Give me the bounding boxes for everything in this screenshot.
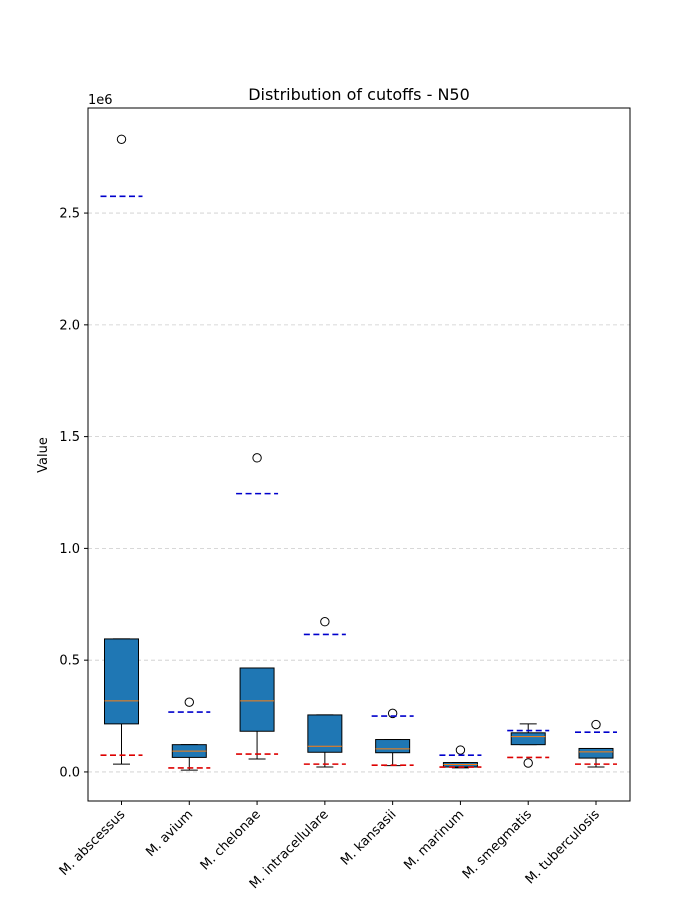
iqr-box — [510, 732, 546, 746]
iqr-box — [239, 667, 275, 732]
box-group — [439, 745, 482, 769]
plot-data — [100, 134, 617, 771]
outlier-point — [591, 719, 601, 730]
y-tick-label: 1.5 — [59, 430, 80, 445]
outlier-point — [523, 758, 533, 768]
iqr-box — [578, 747, 614, 759]
outlier-point — [116, 134, 127, 144]
outlier-point — [387, 708, 398, 719]
box-group — [575, 719, 617, 768]
outlier-point — [455, 745, 466, 755]
y-tick-label: 0.5 — [59, 654, 80, 669]
y-tick-label: 2.0 — [59, 318, 80, 333]
y-axis-label: Value — [36, 437, 51, 473]
outlier-point — [252, 453, 262, 463]
outlier-point — [320, 617, 330, 627]
plot-area-frame — [87, 107, 631, 802]
box-group — [100, 134, 143, 765]
box-group — [168, 697, 211, 771]
y-tick-label: 0.0 — [59, 765, 80, 780]
iqr-box — [375, 739, 411, 754]
y-tick-label: 1.0 — [59, 542, 80, 557]
gridlines — [88, 212, 630, 773]
box-group — [507, 723, 550, 768]
box-group — [371, 708, 414, 767]
y-axis-offset-label: 1e6 — [88, 93, 113, 108]
y-tick-label: 2.5 — [59, 207, 80, 222]
chart-title: Distribution of cutoffs - N50 — [248, 85, 470, 104]
iqr-box — [104, 638, 139, 725]
box-group — [303, 617, 346, 768]
box-group — [236, 453, 279, 760]
outlier-point — [184, 697, 194, 707]
